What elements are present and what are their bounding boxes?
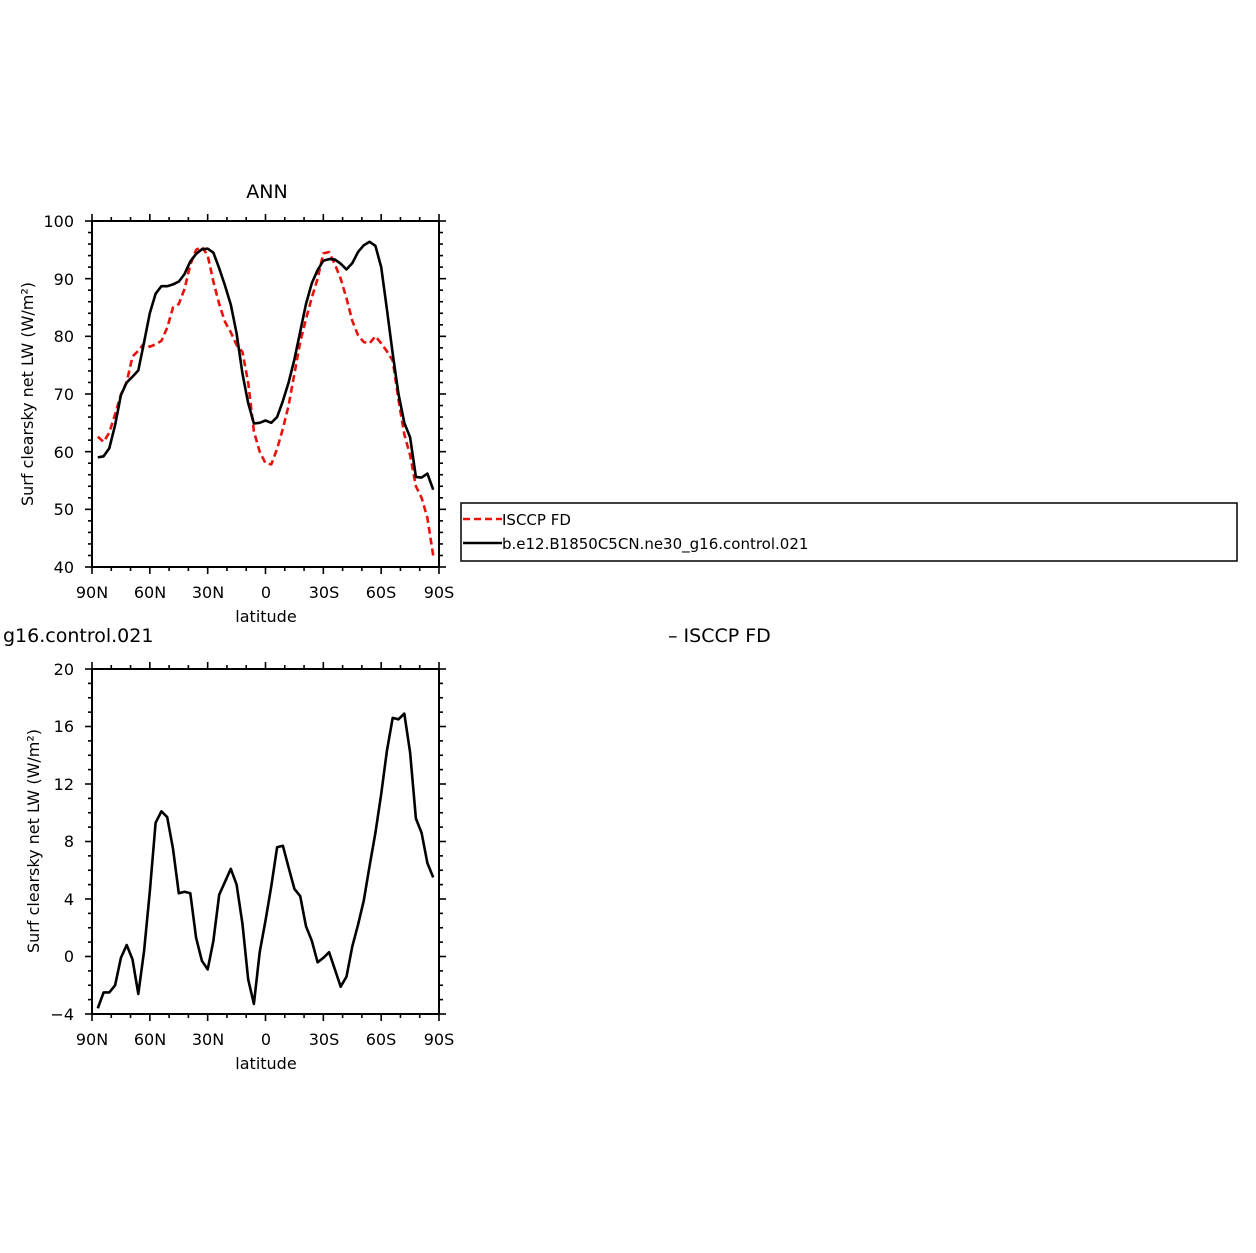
legend-model-label: b.e12.B1850C5CN.ne30_g16.control.021 <box>502 535 808 554</box>
top-y-tick-label: 100 <box>43 212 74 231</box>
top-x-axis-label: latitude <box>235 607 296 626</box>
top-series-group <box>96 240 435 556</box>
bottom-y-tick-label: −4 <box>50 1005 74 1024</box>
top-x-tick-label: 0 <box>261 583 271 602</box>
top-y-tick-label: 60 <box>54 443 74 462</box>
bottom-x-tick-label: 30S <box>309 1030 340 1049</box>
bottom-x-axis-label: latitude <box>235 1054 296 1073</box>
top-series-isccp-fd <box>96 245 435 556</box>
top-series-model <box>97 240 435 491</box>
bottom-panel: g16.control.021 – ISCCP FD 90N 60N 30N 0… <box>3 625 771 1073</box>
top-y-tick-label: 40 <box>54 558 74 577</box>
top-y-axis-label: Surf clearsky net LW (W/m²) <box>18 282 37 506</box>
bottom-x-tick-label: 30N <box>192 1030 224 1049</box>
top-x-tick-label: 30N <box>192 583 224 602</box>
top-y-tick-labels: 40 50 60 70 80 90 100 <box>43 212 74 577</box>
top-x-tick-labels: 90N 60N 30N 0 30S 60S 90S <box>76 583 454 602</box>
bottom-y-tick-label: 4 <box>64 890 74 909</box>
bottom-x-tick-label: 0 <box>261 1030 271 1049</box>
legend-box <box>460 502 1238 562</box>
bottom-x-tick-label: 60S <box>366 1030 397 1049</box>
bottom-title-left: g16.control.021 <box>3 625 153 647</box>
bottom-y-tick-label: 12 <box>54 775 74 794</box>
top-y-tick-label: 80 <box>54 327 74 346</box>
bottom-plot-frame <box>91 668 440 1015</box>
legend: ISCCP FD b.e12.B1850C5CN.ne30_g16.contro… <box>460 502 1238 562</box>
legend-obs-label: ISCCP FD <box>502 511 571 529</box>
bottom-y-tick-label: 8 <box>64 832 74 851</box>
bottom-y-axis-label: Surf clearsky net LW (W/m²) <box>24 729 43 953</box>
bottom-x-tick-label: 90N <box>76 1030 108 1049</box>
top-axis-ticks <box>85 214 446 574</box>
bottom-y-tick-label: 16 <box>54 717 74 736</box>
top-y-tick-label: 70 <box>54 385 74 404</box>
bottom-y-tick-labels: −4 0 4 8 12 16 20 <box>50 660 74 1024</box>
top-y-tick-label: 90 <box>54 270 74 289</box>
bottom-series-group <box>96 712 435 1009</box>
top-title: ANN <box>246 181 287 203</box>
top-y-tick-label: 50 <box>54 500 74 519</box>
bottom-series-model <box>96 712 435 1009</box>
top-x-tick-label: 60N <box>134 583 166 602</box>
bottom-x-tick-label: 60N <box>134 1030 166 1049</box>
bottom-y-tick-label: 20 <box>54 660 74 679</box>
bottom-x-tick-label: 90S <box>424 1030 455 1049</box>
bottom-axis-ticks <box>85 662 446 1021</box>
top-x-tick-label: 30S <box>309 583 340 602</box>
top-plot-frame <box>91 220 440 568</box>
bottom-x-tick-labels: 90N 60N 30N 0 30S 60S 90S <box>76 1030 454 1049</box>
top-x-tick-label: 90S <box>424 583 455 602</box>
bottom-y-tick-label: 0 <box>64 947 74 966</box>
top-x-tick-label: 90N <box>76 583 108 602</box>
top-panel: ANN 90N 60N 30N 0 30S 60S 90S 40 50 60 7… <box>18 181 454 626</box>
top-x-tick-label: 60S <box>366 583 397 602</box>
bottom-title-right: – ISCCP FD <box>668 625 771 647</box>
